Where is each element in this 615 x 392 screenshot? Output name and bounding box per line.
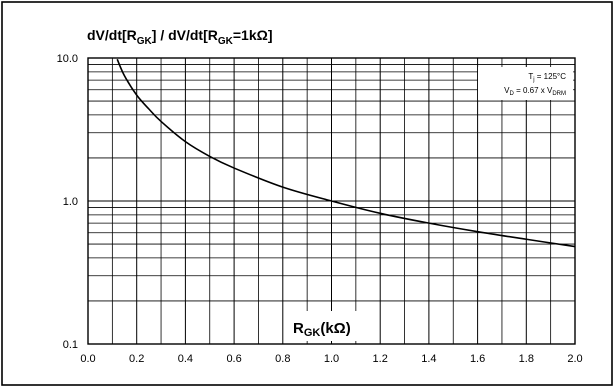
x-tick-label: 0.0: [80, 353, 95, 365]
chart-title: dV/dt[RGK] / dV/dt[RGK=1kΩ]: [87, 27, 273, 47]
x-tick-label: 2.0: [567, 353, 582, 365]
x-axis-label: RGK(kΩ): [293, 320, 351, 339]
tick-labels: 0.0 0.2 0.4 0.6 0.8 1.0 1.2 1.4 1.6 1.8 2.0 0.1 1.0 1…: [57, 53, 583, 365]
y-tick-label: 1.0: [63, 196, 78, 208]
annotation-background: [478, 67, 573, 100]
plot-area: [87, 57, 576, 345]
annotation-vd: VD = 0.67 x VDRM: [504, 86, 566, 97]
series-line: [116, 58, 576, 248]
y-tick-label: 0.1: [63, 339, 78, 351]
x-tick-label: 0.4: [178, 353, 193, 365]
y-tick-label: 10.0: [57, 53, 78, 65]
x-tick-label: 1.4: [421, 353, 436, 365]
x-tick-label: 0.8: [275, 353, 290, 365]
x-axis-label-background: [286, 311, 378, 341]
x-tick-label: 1.2: [373, 353, 388, 365]
x-tick-label: 1.8: [519, 353, 534, 365]
x-tick-label: 0.2: [129, 353, 144, 365]
x-tick-label: 0.6: [226, 353, 241, 365]
annotation-tj: Tj = 125°C: [528, 72, 566, 83]
x-tick-label: 1.6: [470, 353, 485, 365]
chart-frame: [1, 1, 613, 386]
x-tick-label: 1.0: [324, 353, 339, 365]
